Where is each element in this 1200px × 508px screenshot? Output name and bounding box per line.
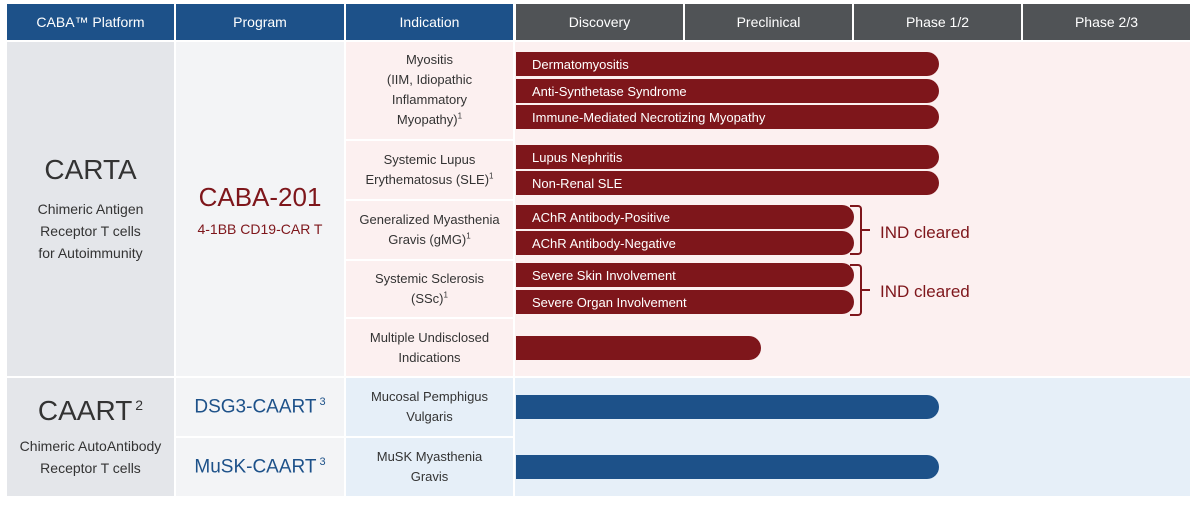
platform-caart-cell: CAART 2 Chimeric AutoAntibody Receptor T … <box>7 378 174 496</box>
pipeline-bar-label: Anti-Synthetase Syndrome <box>532 83 687 99</box>
program-dsg3-caart-cell: DSG3-CAART 3 <box>176 378 344 436</box>
pipeline-bar <box>516 455 939 479</box>
pipeline-bar-label: Immune-Mediated Necrotizing Myopathy <box>532 109 766 125</box>
footnote-marker: 1 <box>489 171 494 181</box>
pipeline-bar-label: AChR Antibody-Negative <box>532 235 676 251</box>
program-dsg3-caart-text: DSG3-CAART <box>194 396 317 418</box>
pipeline-bar: Severe Skin Involvement <box>516 263 854 287</box>
indication-myositis: Myositis (IIM, Idiopathic Inflammatory M… <box>346 42 513 138</box>
indication-line: (SSc) <box>411 291 444 306</box>
header-phase-1-2: Phase 1/2 <box>854 4 1021 40</box>
indication-line: Generalized Myasthenia <box>359 212 500 227</box>
platform-carta-cell: CARTA Chimeric Antigen Receptor T cells … <box>7 42 174 376</box>
pipeline-bar-label: AChR Antibody-Positive <box>532 209 671 225</box>
indication-gmg: Generalized Myasthenia Gravis (gMG)1 <box>346 201 513 259</box>
column-separator <box>513 42 515 496</box>
indication-sle: Systemic Lupus Erythematosus (SLE)1 <box>346 141 513 199</box>
divider <box>346 139 513 141</box>
footnote-marker: 1 <box>457 111 463 121</box>
platform-carta-name: CARTA <box>44 154 137 185</box>
indication-line: MuSK Myasthenia <box>376 449 483 464</box>
program-dsg3-caart-name: DSG3-CAART 3 <box>194 396 325 418</box>
program-caba-201-subtitle: 4-1BB CD19-CAR T <box>197 220 323 237</box>
pipeline-bar <box>516 395 939 419</box>
platform-carta-desc-line: Receptor T cells <box>40 223 141 239</box>
footnote-marker: 1 <box>466 231 471 241</box>
divider <box>346 199 513 201</box>
platform-caart-desc-line: Receptor T cells <box>40 460 141 476</box>
header-phase-preclinical: Preclinical <box>685 4 852 40</box>
footnote-marker: 3 <box>319 455 326 468</box>
indication-line: Inflammatory <box>391 92 468 107</box>
header-phase-2-3: Phase 2/3 <box>1023 4 1190 40</box>
program-musk-caart-text: MuSK-CAART <box>194 456 317 478</box>
pipeline-bar: Non-Renal SLE <box>516 171 939 195</box>
indication-line: Indications <box>398 349 461 365</box>
indication-line: (IIM, Idiopathic <box>386 72 473 87</box>
indication-line: Systemic Lupus <box>383 152 476 167</box>
pipeline-bar-label: Non-Renal SLE <box>532 175 623 191</box>
indication-line: Gravis (gMG) <box>388 232 467 247</box>
section-separator <box>7 376 1190 378</box>
header-indication: Indication <box>346 4 513 40</box>
divider <box>346 436 513 438</box>
footnote-marker: 1 <box>443 290 448 300</box>
pipeline-bar: Severe Organ Involvement <box>516 290 854 314</box>
divider <box>346 259 513 261</box>
header-program: Program <box>176 4 344 40</box>
pipeline-bar-label: Severe Skin Involvement <box>532 267 676 283</box>
header-phase-discovery: Discovery <box>516 4 683 40</box>
platform-carta-description: Chimeric Antigen Receptor T cells for Au… <box>38 198 144 264</box>
pipeline-bar: Lupus Nephritis <box>516 145 939 169</box>
platform-caart-name-text: CAART <box>37 395 133 426</box>
footnote-marker: 2 <box>135 396 144 413</box>
indication-musk-myasthenia: MuSK Myasthenia Gravis <box>346 438 513 496</box>
indication-multiple-undisclosed: Multiple Undisclosed Indications <box>346 319 513 376</box>
program-musk-caart-cell: MuSK-CAART 3 <box>176 438 344 496</box>
pipeline-bar: AChR Antibody-Positive <box>516 205 854 229</box>
platform-carta-desc-line: Chimeric Antigen <box>37 201 144 217</box>
indication-line: Myopathy) <box>396 112 458 127</box>
pipeline-bar-label: Severe Organ Involvement <box>532 294 687 310</box>
pipeline-bar: Anti-Synthetase Syndrome <box>516 79 939 103</box>
pipeline-bar <box>516 336 761 360</box>
bracket-tick <box>862 289 870 291</box>
program-caba-201-cell: CABA-201 4-1BB CD19-CAR T <box>176 42 344 376</box>
bracket-gmg <box>850 205 862 255</box>
bracket-tick <box>862 229 870 231</box>
platform-caart-desc-line: Chimeric AutoAntibody <box>19 438 162 454</box>
indication-mucosal-pemphigus: Mucosal Pemphigus Vulgaris <box>346 378 513 436</box>
platform-caart-description: Chimeric AutoAntibody Receptor T cells <box>20 435 162 479</box>
indication-ssc: Systemic Sclerosis (SSc)1 <box>346 261 513 317</box>
indication-line: Gravis <box>410 469 449 484</box>
indication-line: Vulgaris <box>406 409 453 424</box>
program-caba-201-name: CABA-201 <box>198 181 322 212</box>
pipeline-bar-label: Lupus Nephritis <box>532 149 623 165</box>
divider <box>346 317 513 319</box>
ind-cleared-label-gmg: IND cleared <box>880 223 970 242</box>
platform-carta-desc-line: for Autoimmunity <box>38 245 143 261</box>
pipeline-bar: Immune-Mediated Necrotizing Myopathy <box>516 105 939 129</box>
pipeline-bar: Dermatomyositis <box>516 52 939 76</box>
platform-caart-name: CAART 2 <box>38 395 143 427</box>
pipeline-bar: AChR Antibody-Negative <box>516 231 854 255</box>
indication-line: Systemic Sclerosis <box>374 271 485 286</box>
ind-cleared-label-ssc: IND cleared <box>880 282 970 301</box>
header-platform: CABA™ Platform <box>7 4 174 40</box>
footnote-marker: 3 <box>319 395 326 408</box>
bracket-ssc <box>850 264 862 316</box>
indication-line: Mucosal Pemphigus <box>370 389 489 404</box>
indication-line: Myositis <box>406 52 453 67</box>
pipeline-bar-label: Dermatomyositis <box>532 56 629 72</box>
indication-line: Erythematosus (SLE) <box>365 172 490 187</box>
indication-line: Multiple Undisclosed <box>369 329 490 345</box>
program-musk-caart-name: MuSK-CAART 3 <box>194 456 325 478</box>
